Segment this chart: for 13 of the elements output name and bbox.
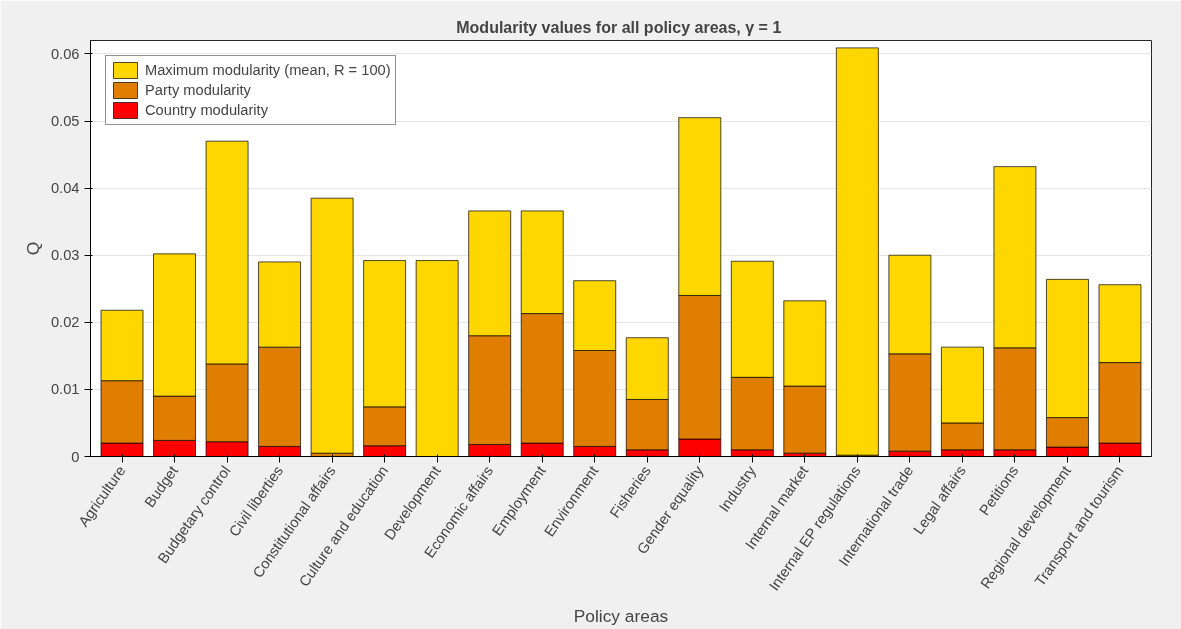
- y-axis-title: Q: [22, 241, 43, 256]
- legend-label: Maximum modularity (mean, R = 100): [145, 62, 391, 78]
- legend-label: Country modularity: [145, 102, 268, 118]
- y-tick-label: 0.05: [50, 113, 80, 130]
- x-axis-title: Policy areas: [573, 606, 669, 627]
- y-tick-label: 0.01: [50, 381, 80, 398]
- y-tick-label: 0.06: [50, 45, 80, 62]
- chart-title: Modularity values for all policy areas, γ = 1: [456, 18, 782, 36]
- y-tick-label: 0.04: [50, 180, 80, 197]
- y-tick-label: 0.03: [50, 247, 80, 264]
- legend-label: Party modularity: [145, 82, 251, 98]
- y-tick-label: 0: [71, 448, 80, 465]
- y-tick-label: 0.02: [50, 314, 80, 331]
